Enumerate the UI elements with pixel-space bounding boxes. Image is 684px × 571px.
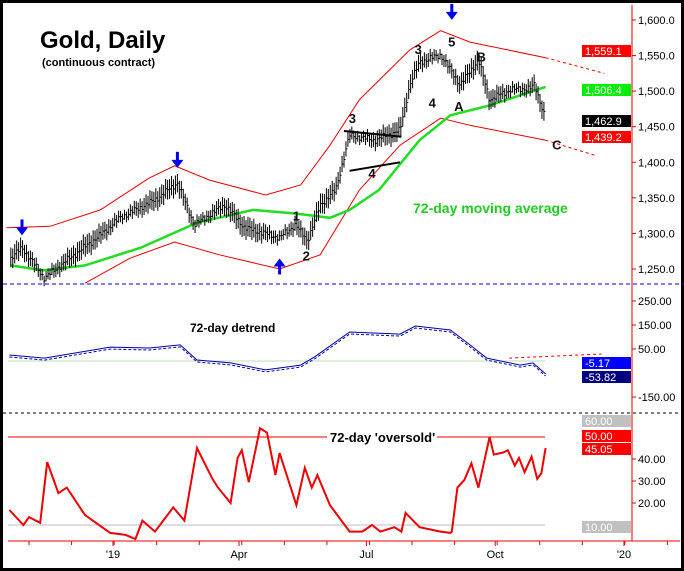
y-tick-label: 40.00 xyxy=(638,454,666,466)
y-tick-label: 1,350.0 xyxy=(638,193,675,205)
y-tick-label: 150.00 xyxy=(638,320,672,332)
chart-subtitle: (continuous contract) xyxy=(42,57,155,69)
lower-band-projection xyxy=(545,139,595,156)
arrow-head xyxy=(171,159,184,168)
x-tick-label: Apr xyxy=(230,549,247,561)
y-tick-label: 1,500.0 xyxy=(638,86,675,98)
price-value-label: 1,506.4 xyxy=(585,85,622,97)
wave-label: C xyxy=(552,137,562,152)
down-arrow-icon xyxy=(445,3,458,20)
upper-band-projection xyxy=(545,57,605,74)
price-value-label-bg xyxy=(582,115,631,127)
y-tick-label: 30.00 xyxy=(638,476,666,488)
oversold-value-label-bg xyxy=(582,521,631,533)
oversold-value-label: 50.00 xyxy=(585,431,613,443)
detrend-line xyxy=(9,325,546,375)
wave-label: A xyxy=(454,99,464,114)
upper-band-line xyxy=(6,30,546,229)
chart-title: Gold, Daily xyxy=(40,27,166,54)
oversold-label: 72-day 'oversold' xyxy=(330,430,435,445)
detrend-value-label: -5.17 xyxy=(585,358,610,370)
oversold-value-label-bg xyxy=(582,430,631,442)
detrend-value-label-bg xyxy=(582,357,631,369)
triangle-line xyxy=(343,130,402,138)
arrow-shaft xyxy=(175,151,179,161)
wave-label: 2 xyxy=(303,248,310,263)
x-tick-label: '20 xyxy=(617,549,631,561)
price-value-label: 1,559.1 xyxy=(585,46,622,58)
moving-average-label: 72-day moving average xyxy=(413,200,568,216)
triangle-line xyxy=(349,161,401,172)
y-tick-label: 1,450.0 xyxy=(638,122,675,134)
oversold-value-label: 45.05 xyxy=(585,444,613,456)
arrow-shaft xyxy=(20,219,24,229)
arrow-head xyxy=(16,227,28,236)
wave-label: 5 xyxy=(448,34,455,49)
y-tick-label: 1,250.0 xyxy=(638,264,675,276)
wave-label: B xyxy=(477,49,486,64)
detrend-label: 72-day detrend xyxy=(190,321,275,335)
y-tick-label: 1,400.0 xyxy=(638,157,675,169)
down-arrow-icon xyxy=(16,219,28,236)
y-tick-label: 1,300.0 xyxy=(638,228,675,240)
y-tick-label: 1,600.0 xyxy=(638,15,675,27)
oversold-value-label-bg xyxy=(582,415,631,427)
wave-label: 3 xyxy=(415,42,422,57)
price-value-label-bg xyxy=(582,84,631,96)
wave-label: 4 xyxy=(429,96,437,111)
moving-average-line xyxy=(10,85,546,272)
y-tick-label: 20.00 xyxy=(638,498,666,510)
oversold-line xyxy=(8,426,547,541)
detrend-smoothed-line xyxy=(9,327,546,377)
x-tick-label: '19 xyxy=(106,549,120,561)
y-tick-label: 250.00 xyxy=(638,296,672,308)
arrow-head xyxy=(445,11,458,20)
down-arrow-icon xyxy=(171,151,184,168)
x-tick-label: Jul xyxy=(359,549,373,561)
price-value-label: 1,462.9 xyxy=(585,116,622,128)
up-arrow-icon xyxy=(273,258,286,275)
price-value-label-bg xyxy=(582,45,631,57)
detrend-value-label: -53.82 xyxy=(585,372,616,384)
oversold-label-bg xyxy=(327,428,437,445)
oversold-value-label-bg xyxy=(582,443,631,455)
detrend-value-label-bg xyxy=(582,371,631,383)
wave-label: 1 xyxy=(293,209,300,224)
y-tick-label: 1,550.0 xyxy=(638,51,675,63)
lower-band-line xyxy=(84,117,546,284)
arrow-shaft xyxy=(278,265,282,275)
y-tick-label: 50.00 xyxy=(638,344,666,356)
y-tick-label: -150.00 xyxy=(638,392,675,404)
price-value-label: 1,439.2 xyxy=(585,132,622,144)
x-tick-label: Oct xyxy=(487,549,504,561)
wave-label: 4 xyxy=(368,166,376,181)
wave-label: 3 xyxy=(349,111,356,126)
oversold-value-label: 10.00 xyxy=(585,522,613,534)
oversold-value-label: 60.00 xyxy=(585,416,613,428)
arrow-head xyxy=(273,258,286,267)
price-value-label-bg xyxy=(582,131,631,143)
arrow-shaft xyxy=(450,3,454,13)
